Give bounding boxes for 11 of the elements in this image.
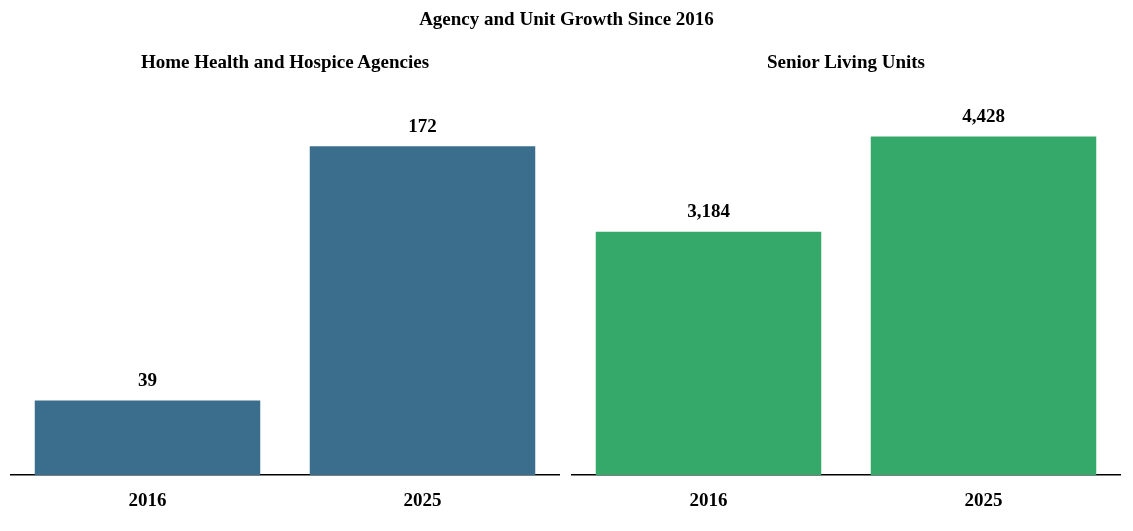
- x-tick-label: 2025: [403, 488, 442, 510]
- data-label: 3,184: [687, 200, 731, 222]
- data-label: 39: [138, 369, 157, 391]
- data-label: 4,428: [962, 104, 1005, 126]
- text: Agency and Unit Growth Since 2016: [419, 8, 714, 29]
- chart-title: Home Health and Hospice Agencies: [140, 51, 430, 72]
- data-label: 172: [408, 114, 437, 136]
- x-tick-label: 2016: [689, 488, 728, 510]
- x-tick-label: 2016: [128, 488, 167, 510]
- chart-title: Senior Living Units: [766, 51, 926, 72]
- x-tick-label: 2025: [964, 488, 1003, 510]
